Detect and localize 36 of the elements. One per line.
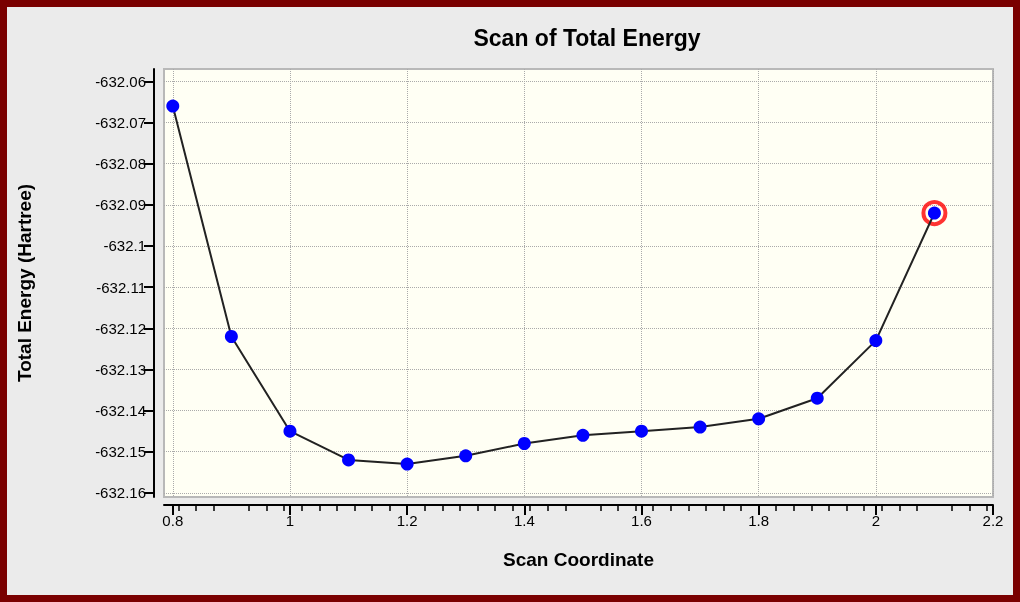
y-tick-label: -632.09 — [95, 196, 146, 214]
point — [752, 412, 766, 426]
y-axis-title: Total Energy (Hartree) — [14, 183, 35, 383]
point — [634, 424, 648, 438]
y-tick-label: -632.16 — [95, 484, 146, 502]
x-tick-label: 1.2 — [396, 512, 418, 529]
x-axis-title: Scan Coordinate — [503, 549, 654, 570]
chart-title: Scan of Total Energy — [473, 24, 701, 51]
x-tick-label: 0.8 — [162, 512, 184, 529]
point — [283, 424, 297, 438]
point — [921, 200, 948, 227]
y-tick-label: -632.15 — [95, 443, 146, 461]
x-tick-label: 1 — [285, 512, 295, 529]
point — [810, 391, 824, 405]
point — [517, 437, 531, 450]
y-tick-label: -632.06 — [95, 72, 146, 90]
point — [693, 420, 707, 434]
x-tick-label: 2.2 — [982, 512, 1004, 529]
x-tick-label: 1.4 — [513, 512, 535, 529]
y-tick-label: -632.13 — [95, 360, 146, 378]
point — [400, 457, 414, 471]
point — [342, 453, 356, 467]
point — [869, 334, 883, 348]
y-tick-label: -632.07 — [95, 114, 146, 131]
y-tick-label: -632.1 — [103, 237, 146, 255]
y-tick-label: -632.08 — [95, 155, 146, 173]
y-tick-label: -632.11 — [96, 278, 146, 296]
x-tick-label: 1.8 — [748, 512, 770, 529]
x-tick-label: 2 — [871, 512, 880, 529]
y-tick-label: -632.14 — [95, 402, 146, 420]
y-tick-label: -632.12 — [95, 319, 146, 337]
point — [459, 449, 473, 463]
point — [224, 330, 238, 343]
x-tick-label: 1.6 — [631, 512, 652, 529]
point — [576, 428, 590, 442]
point — [166, 99, 180, 113]
